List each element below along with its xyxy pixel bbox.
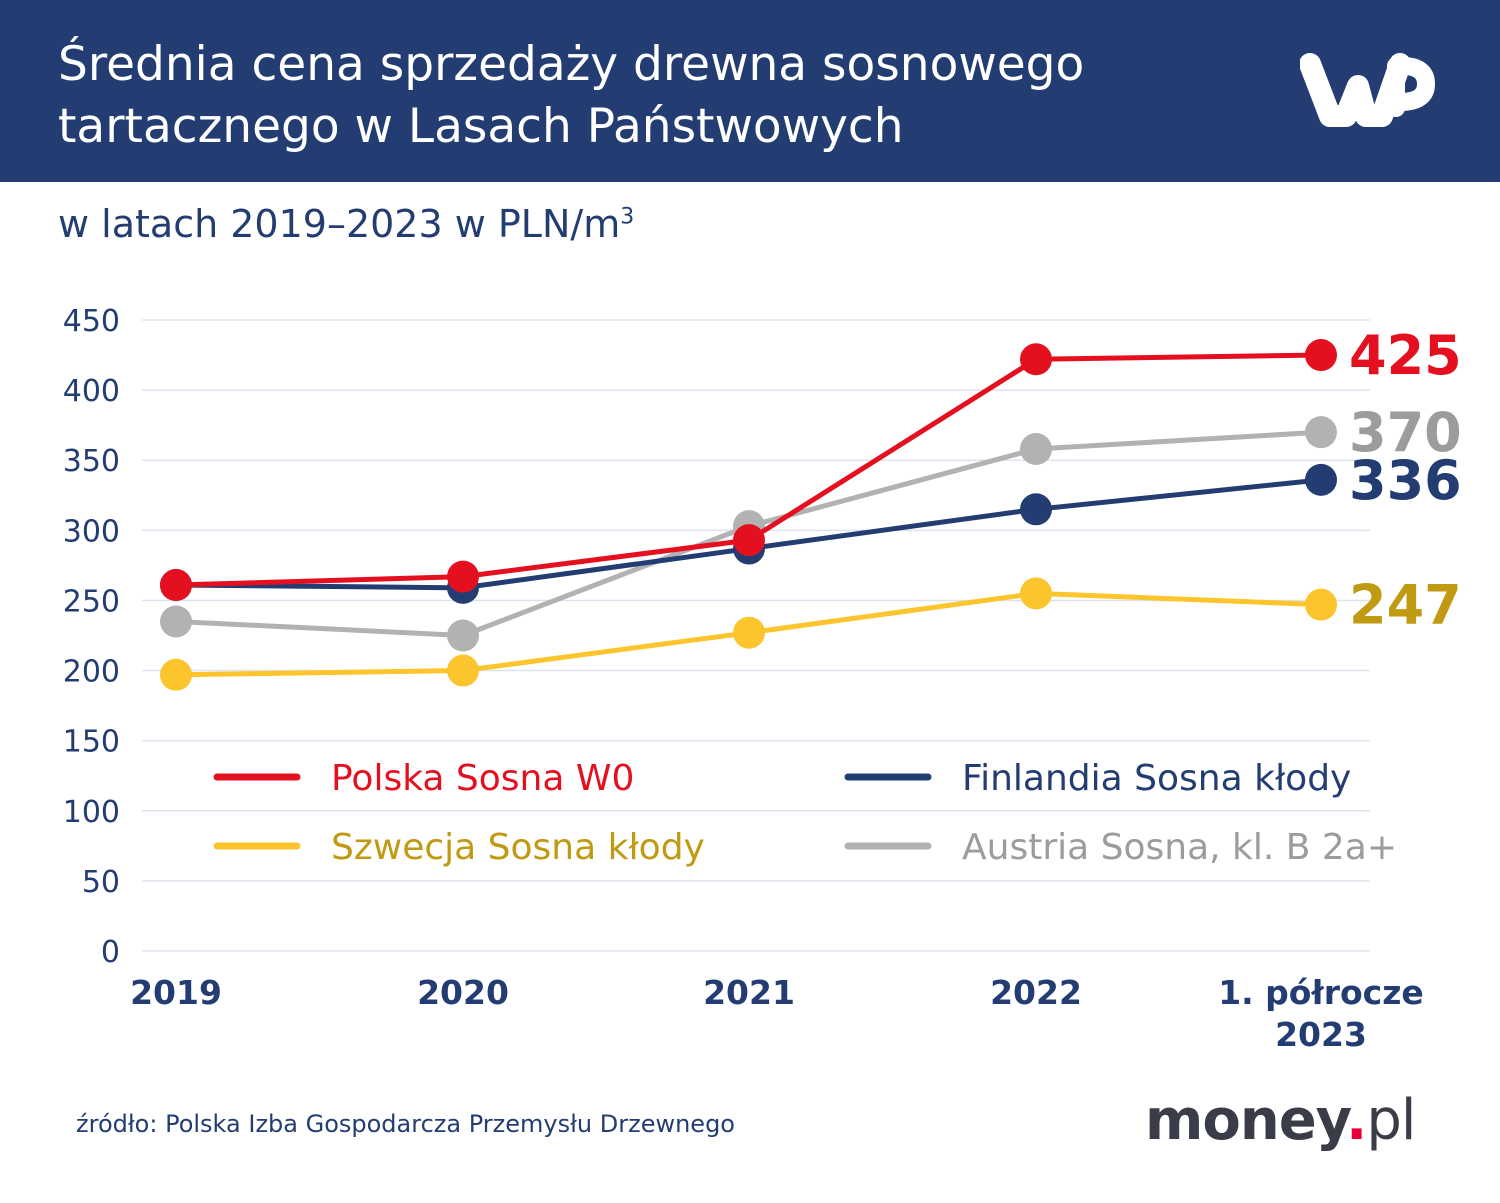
y-tick-label: 0 [101,935,120,970]
x-tick-label: 2022 [990,973,1082,1012]
data-point-szwecja-sosna-k-ody [733,616,765,649]
x-tick-label-line: 2023 [1275,1015,1367,1054]
data-point-finlandia-sosna-k-ody [1305,463,1337,496]
wp-logo-icon [1300,53,1435,127]
data-point-austria-sosna-kl-b-2a- [160,605,192,638]
chart-title: Średnia cena sprzedaży drewna sosnowego … [58,34,1238,158]
source-note: źródło: Polska Izba Gospodarcza Przemysł… [76,1110,735,1138]
x-axis: 2019 2020 2021 2022 1. półrocze 2023 [130,973,1424,1054]
data-point-austria-sosna-kl-b-2a- [1305,416,1337,449]
legend-label-polska-sosna-w0: Polska Sosna W0 [331,758,634,799]
brand-main: money [1145,1088,1347,1153]
data-point-polska-sosna-w0 [733,524,765,557]
legend-label-szwecja-sosna-k-ody: Szwecja Sosna kłody [331,827,705,868]
end-label-szwecja-sosna-k-ody: 247 [1349,574,1462,637]
money-pl-logo: money.pl [1145,1088,1416,1153]
x-tick-label: 1. półrocze 2023 [1218,973,1424,1054]
x-tick-label: 2020 [417,973,509,1012]
series-layer [160,339,1337,691]
end-label-finlandia-sosna-k-ody: 336 [1349,449,1462,512]
data-point-finlandia-sosna-k-ody [1020,493,1052,526]
data-point-austria-sosna-kl-b-2a- [1020,433,1052,466]
data-point-szwecja-sosna-k-ody [1020,577,1052,610]
y-tick-label: 300 [63,514,120,549]
subtitle-text: w latach 2019–2023 w PLN/m [58,202,621,246]
y-tick-label: 400 [63,374,120,409]
y-axis: 0 50 100 150 200 250 300 350 400 450 [63,304,120,970]
x-tick-label: 2019 [130,973,222,1012]
y-tick-label: 350 [63,444,120,479]
y-tick-label: 200 [63,655,120,690]
data-point-szwecja-sosna-k-ody [1305,588,1337,621]
legend-label-austria-sosna-kl-b-2a-: Austria Sosna, kl. B 2a+ [962,827,1397,868]
brand-dot: . [1346,1088,1367,1153]
end-label-polska-sosna-w0: 425 [1349,324,1462,387]
subtitle-superscript: 3 [620,204,635,230]
data-point-polska-sosna-w0 [447,560,479,593]
y-tick-label: 100 [63,795,120,830]
title-line-2: tartacznego w Lasach Państwowych [58,99,904,154]
y-tick-label: 50 [82,865,120,900]
y-tick-label: 450 [63,304,120,339]
data-point-polska-sosna-w0 [160,569,192,602]
data-point-polska-sosna-w0 [1305,339,1337,372]
data-point-szwecja-sosna-k-ody [160,658,192,691]
end-labels: 370 247 336 425 [1349,324,1462,637]
header-banner: Średnia cena sprzedaży drewna sosnowego … [0,0,1500,182]
legend: Polska Sosna W0 Finlandia Sosna kłody Szwe… [213,758,1397,868]
brand-tld: pl [1366,1088,1416,1153]
chart-subtitle: w latach 2019–2023 w PLN/m3 [58,202,634,246]
data-point-polska-sosna-w0 [1020,343,1052,376]
title-line-1: Średnia cena sprzedaży drewna sosnowego [58,37,1085,92]
y-tick-label: 150 [63,725,120,760]
legend-label-finlandia-sosna-k-ody: Finlandia Sosna kłody [962,758,1351,799]
x-tick-label: 2021 [703,973,795,1012]
x-tick-label-line: 1. półrocze [1218,973,1424,1012]
y-tick-label: 250 [63,584,120,619]
end-label-austria-sosna-kl-b-2a-: 370 [1349,401,1462,464]
data-point-austria-sosna-kl-b-2a- [447,619,479,652]
data-point-szwecja-sosna-k-ody [447,654,479,687]
